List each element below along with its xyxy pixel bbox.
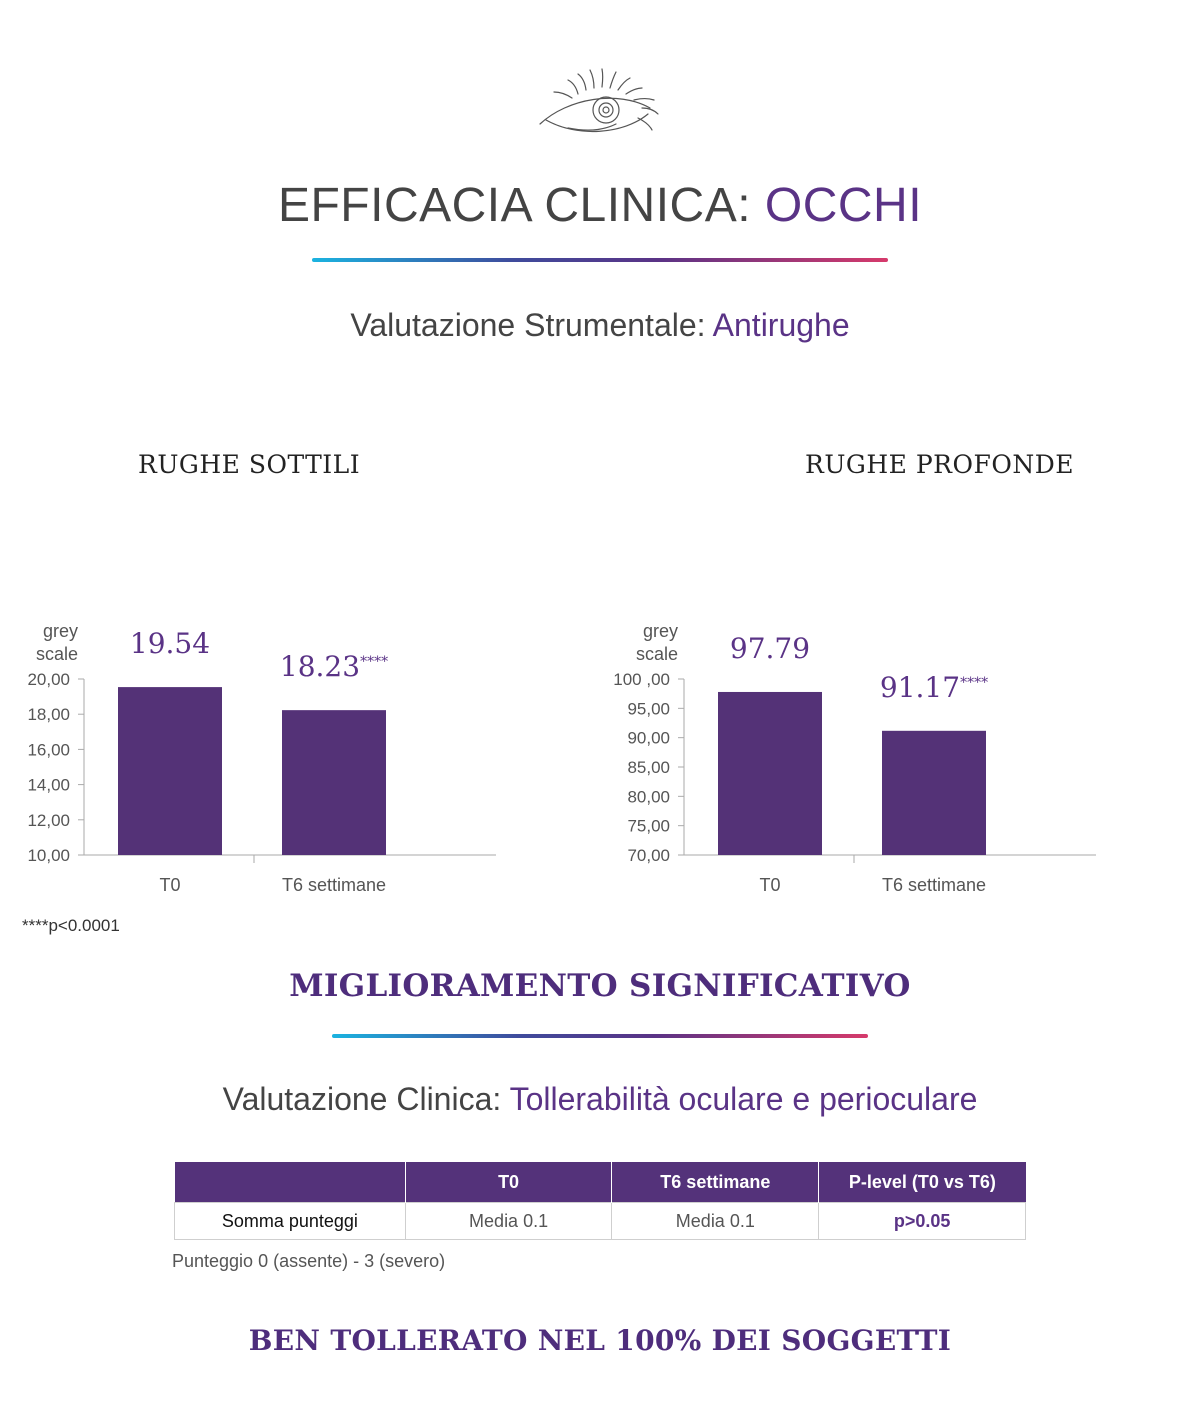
title-divider	[312, 258, 888, 262]
table-cell-t6: Media 0.1	[611, 1202, 820, 1240]
bar-t6	[882, 730, 986, 855]
section2-subtitle: Valutazione Clinica: Tollerabilità ocula…	[0, 1080, 1200, 1118]
table-header-row: T0 T6 settimane P-level (T0 vs T6)	[174, 1162, 1026, 1203]
x-tick-label: T6 settimane	[882, 875, 986, 895]
y-tick-label: 80,00	[627, 787, 670, 806]
page-title-main: EFFICACIA CLINICA:	[277, 179, 765, 232]
section1-subtitle: Valutazione Strumentale: Antirughe	[0, 306, 1200, 344]
section1-subtitle-accent: Antirughe	[712, 307, 850, 343]
data-label: 91.17****	[880, 671, 988, 704]
tolerability-table: T0 T6 settimane P-level (T0 vs T6) Somma…	[174, 1162, 1026, 1240]
chart-title-deep-wrinkles: RUGHE PROFONDE	[805, 450, 1075, 479]
conclusion-heading-improvement: MIGLIORAMENTO SIGNIFICATIVO	[289, 968, 911, 1004]
significance-marker: ****	[360, 654, 388, 670]
y-tick-label: 70,00	[627, 846, 670, 865]
bar-t0	[118, 687, 222, 855]
y-tick-label: 10,00	[27, 846, 70, 865]
x-tick-label: T0	[159, 875, 180, 895]
table-cell-t0: Media 0.1	[404, 1202, 613, 1240]
eye-icon	[539, 68, 659, 133]
table-cell-plevel: p>0.05	[818, 1202, 1026, 1240]
table-cell-label: Somma punteggi	[174, 1202, 406, 1240]
conclusion-divider	[332, 1034, 868, 1038]
y-tick-label: 100 ,00	[613, 670, 670, 689]
y-axis-label-line: scale	[636, 644, 678, 664]
data-label: 18.23****	[280, 650, 388, 683]
x-tick-label: T0	[759, 875, 780, 895]
table-header-plevel: P-level (T0 vs T6)	[818, 1162, 1026, 1203]
x-tick-label: T6 settimane	[282, 875, 386, 895]
bar-t6	[282, 710, 386, 855]
table-header-t0: T0	[405, 1162, 613, 1203]
chart-title-fine-wrinkles: RUGHE SOTTILI	[138, 450, 361, 479]
chart-deep-wrinkles: grey scale 70,00 75,00 80,00 85,00 90,00 95,00 1…	[613, 621, 1096, 895]
y-axis-label-line: grey	[43, 621, 78, 641]
data-label: 97.79	[730, 632, 810, 665]
significance-marker: ****	[960, 675, 988, 691]
y-tick-label: 14,00	[27, 776, 70, 795]
section2-subtitle-main: Valutazione Clinica:	[222, 1081, 510, 1117]
y-tick-label: 90,00	[627, 729, 670, 748]
y-tick-label: 18,00	[27, 705, 70, 724]
y-axis-label-line: grey	[643, 621, 678, 641]
data-label-value: 91.17	[880, 671, 960, 704]
bar-t0	[718, 691, 822, 855]
data-label: 19.54	[130, 627, 210, 660]
table-header-empty	[174, 1162, 406, 1203]
score-scale-note: Punteggio 0 (assente) - 3 (severo)	[172, 1251, 446, 1271]
chart-fine-wrinkles: grey scale 10,00 12,00 14,00 16,00 18,00 20,00 1…	[27, 621, 496, 895]
y-axis-label: grey scale	[636, 621, 678, 664]
y-tick-label: 95,00	[627, 699, 670, 718]
page-title-accent: OCCHI	[764, 179, 923, 232]
y-tick-label: 12,00	[27, 811, 70, 830]
section1-subtitle-main: Valutazione Strumentale:	[350, 307, 713, 343]
y-tick-label: 16,00	[27, 740, 70, 759]
significance-footnote: ****p<0.0001	[22, 916, 120, 935]
y-tick-label: 85,00	[627, 758, 670, 777]
section2-subtitle-accent: Tollerabilità oculare e perioculare	[509, 1081, 978, 1117]
page-title: EFFICACIA CLINICA: OCCHI	[0, 180, 1200, 232]
table-row: Somma punteggi Media 0.1 Media 0.1 p>0.0…	[174, 1202, 1026, 1240]
data-label-value: 18.23	[280, 650, 360, 683]
y-axis-label-line: scale	[36, 644, 78, 664]
y-tick-label: 75,00	[627, 817, 670, 836]
data-label-value: 19.54	[130, 627, 210, 660]
table-header-t6: T6 settimane	[611, 1162, 820, 1203]
conclusion-heading-tolerance: BEN TOLLERATO NEL 100% DEI SOGGETTI	[248, 1324, 952, 1357]
data-label-value: 97.79	[730, 632, 810, 665]
y-axis-label: grey scale	[36, 621, 78, 664]
y-tick-label: 20,00	[27, 670, 70, 689]
